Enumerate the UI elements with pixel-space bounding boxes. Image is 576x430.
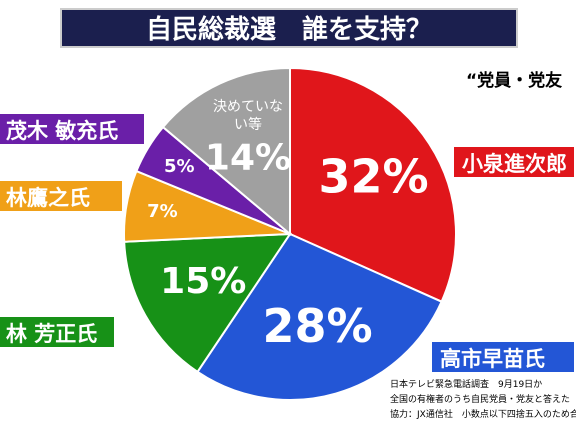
slice-label: 決めていない等 — [212, 98, 283, 133]
legend-label: 茂木 敏充氏 — [0, 112, 146, 146]
value-label: 28% — [262, 299, 372, 353]
legend-label: 小泉進次郎 — [452, 145, 576, 179]
note: 全国の有権者のうち自民党員・党友と答えた — [390, 395, 571, 405]
legend-label: 高市早苗氏 — [430, 340, 576, 374]
pie-slice — [123, 232, 292, 374]
value-label: 32% — [319, 149, 429, 203]
chart-subtitle: “党員・党友 — [466, 71, 563, 91]
note: 協力：JX通信社 小数点以下四捨五入のため合計 — [390, 410, 576, 420]
note: 日本テレビ緊急電話調査 9月19日か — [390, 380, 543, 390]
pie-slice — [289, 66, 457, 303]
value-label: 5% — [164, 156, 195, 177]
legend-label: 林鷹之氏 — [0, 179, 124, 213]
value-label: 14% — [205, 138, 291, 179]
chart-title: 自民総裁選 誰を支持？ — [60, 8, 518, 48]
pie-slice — [196, 232, 443, 401]
value-label: 7% — [147, 201, 178, 222]
pie-slice — [161, 66, 291, 237]
notes: 日本テレビ緊急電話調査 9月19日か全国の有権者のうち自民党員・党友と答えた 協力… — [390, 378, 576, 423]
legend-label: 林 芳正氏 — [0, 315, 116, 349]
value-label: 15% — [160, 261, 246, 302]
